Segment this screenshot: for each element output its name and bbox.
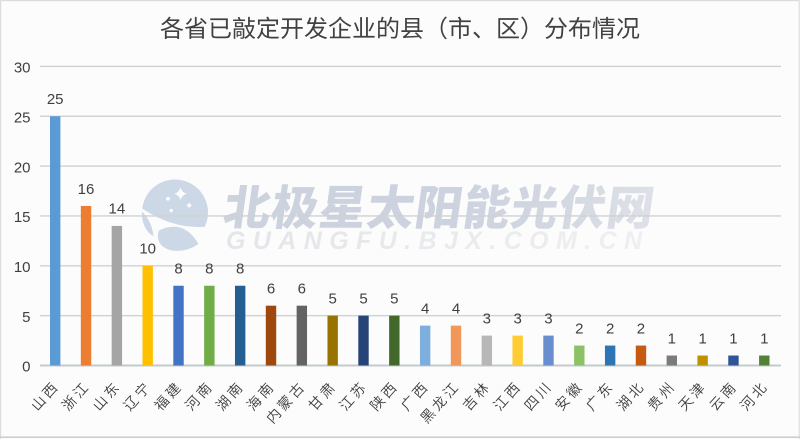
svg-text:1: 1 — [760, 330, 768, 347]
svg-text:20: 20 — [14, 159, 31, 176]
svg-text:10: 10 — [14, 259, 31, 276]
svg-text:2: 2 — [637, 320, 645, 337]
svg-text:0: 0 — [22, 359, 30, 376]
svg-text:30: 30 — [14, 60, 31, 77]
svg-text:8: 8 — [236, 261, 244, 278]
svg-text:4: 4 — [421, 300, 429, 317]
svg-text:5: 5 — [359, 290, 367, 307]
svg-text:5: 5 — [328, 290, 336, 307]
svg-text:2: 2 — [575, 320, 583, 337]
svg-text:6: 6 — [298, 280, 306, 297]
svg-text:1: 1 — [668, 330, 676, 347]
svg-text:3: 3 — [483, 310, 491, 327]
svg-text:14: 14 — [109, 201, 126, 218]
svg-text:3: 3 — [513, 310, 521, 327]
svg-text:6: 6 — [267, 280, 275, 297]
svg-text:25: 25 — [14, 109, 31, 126]
svg-text:10: 10 — [139, 241, 156, 258]
svg-text:1: 1 — [729, 330, 737, 347]
svg-text:8: 8 — [205, 261, 213, 278]
svg-text:4: 4 — [452, 300, 460, 317]
svg-text:8: 8 — [174, 261, 182, 278]
svg-text:15: 15 — [14, 209, 31, 226]
svg-text:2: 2 — [606, 320, 614, 337]
svg-text:GUANGFU.BJX.COM.CN: GUANGFU.BJX.COM.CN — [226, 227, 649, 255]
svg-text:1: 1 — [698, 330, 706, 347]
svg-text:25: 25 — [47, 91, 64, 108]
svg-text:3: 3 — [544, 310, 552, 327]
svg-text:16: 16 — [78, 181, 95, 198]
svg-text:5: 5 — [22, 309, 30, 326]
svg-text:5: 5 — [390, 290, 398, 307]
